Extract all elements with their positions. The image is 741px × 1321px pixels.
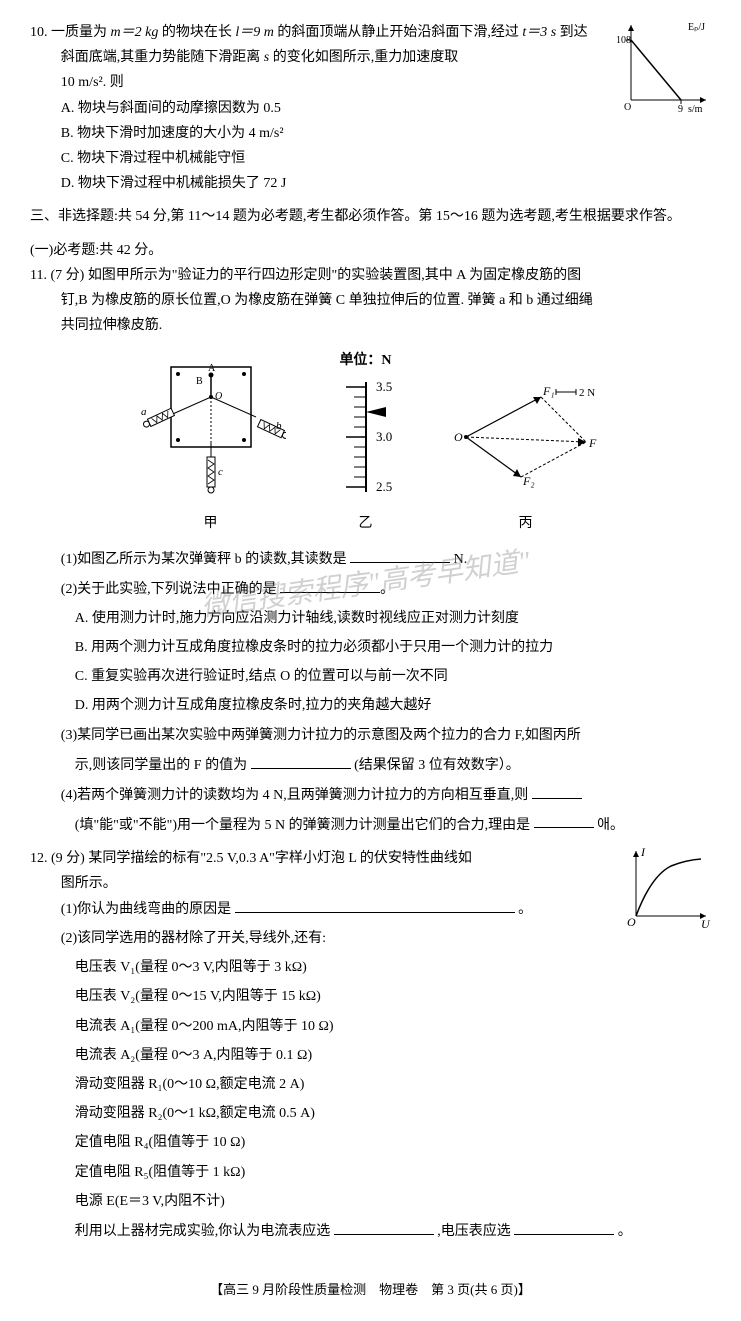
q10-t3: 的斜面顶端从静止开始沿斜面下滑,经过 <box>277 25 522 40</box>
fig-yi-label: 乙 <box>326 511 406 536</box>
svg-text:A: A <box>208 363 216 374</box>
q12-pts: (9 分) <box>51 851 85 866</box>
q11-sub2B: B. 用两个测力计互成角度拉橡皮条时的拉力必须都小于只用一个测力计的拉力 <box>30 635 711 660</box>
page-footer: 【高三 9 月阶段性质量检测 物理卷 第 3 页(共 6 页)】 <box>30 1278 711 1301</box>
fig-bing-svg: O F₁ F₂ F 2 N <box>446 377 606 497</box>
question-12: I U O 12. (9 分) 某同学描绘的标有"2.5 V,0.3 A"字样小… <box>30 846 711 1248</box>
q10-t4: 到达 <box>560 25 588 40</box>
q10-s: s <box>264 50 269 65</box>
item-a1: 电流表 A₁(量程 0～200 mA,内阻等于 10 Ω) <box>30 1014 711 1039</box>
q10-optC: C. 物块下滑过程中机械能守恒 <box>30 146 711 171</box>
q11-sub4: (4)若两个弹簧测力计的读数均为 4 N,且两弹簧测力计拉力的方向相互垂直,则 <box>30 782 711 808</box>
q10-number: 10. <box>30 25 48 40</box>
svg-text:F₂: F₂ <box>522 474 535 488</box>
ep-graph-svg: Eₚ/J 108 9 s/m O <box>616 20 711 115</box>
svg-text:I: I <box>640 846 646 859</box>
q12-last: 利用以上器材完成实验,你认为电流表应选 ,电压表应选 。 <box>30 1218 711 1244</box>
q11-number: 11. <box>30 268 47 283</box>
q10-m: m＝2 kg <box>111 25 159 40</box>
q10-l2b: 的变化如图所示,重力加速度取 <box>273 50 459 65</box>
blank-input[interactable] <box>350 546 450 563</box>
blank-input[interactable] <box>532 782 582 799</box>
iv-svg: I U O <box>621 846 711 931</box>
blank-input[interactable] <box>235 896 515 913</box>
y-max: 108 <box>616 35 631 46</box>
svg-text:2.5: 2.5 <box>376 479 392 494</box>
q12-t1: 某同学描绘的标有"2.5 V,0.3 A"字样小灯泡 L 的伏安特性曲线如 <box>88 851 472 866</box>
question-10: Eₚ/J 108 9 s/m O 10. 一质量为 m＝2 kg 的物块在长 l… <box>30 20 711 196</box>
fig-jia-label: 甲 <box>136 511 286 536</box>
item-e: 电源 E(E＝3 V,内阻不计) <box>30 1189 711 1214</box>
q10-t: t＝3 s <box>522 25 556 40</box>
svg-text:B: B <box>196 376 203 387</box>
fig-bing: O F₁ F₂ F 2 N 丙 <box>446 377 606 535</box>
q11-sub3: (3)某同学已画出某次实验中两弹簧测力计拉力的示意图及两个拉力的合力 F,如图丙… <box>30 723 711 748</box>
q11-sub2C: C. 重复实验再次进行验证时,结点 O 的位置可以与前一次不同 <box>30 664 711 689</box>
q11-sub2A: A. 使用测力计时,施力方向应沿测力计轴线,读数时视线应正对测力计刻度 <box>30 606 711 631</box>
q11-sub1: (1)如图乙所示为某次弹簧秤 b 的读数,其读数是 N. <box>30 546 711 572</box>
q12-l2: 图所示。 <box>30 871 711 896</box>
subsection-1: (一)必考题:共 42 分。 <box>30 238 711 263</box>
fig-jia-svg: A B O a <box>136 357 286 497</box>
item-r1: 滑动变阻器 R₁(0～10 Ω,额定电流 2 A) <box>30 1072 711 1097</box>
q10-l3: 10 m/s². 则 <box>30 70 711 95</box>
q10-optB: B. 物块下滑时加速度的大小为 4 m/s² <box>30 121 711 146</box>
svg-text:U: U <box>701 917 711 931</box>
q11-figures: A B O a <box>30 348 711 536</box>
svg-text:a: a <box>141 406 147 418</box>
svg-text:F: F <box>588 436 597 450</box>
q10-optD: D. 物块下滑过程中机械能损失了 72 J <box>30 171 711 196</box>
svg-text:3.5: 3.5 <box>376 379 392 394</box>
item-r4: 定值电阻 R₄(阻值等于 10 Ω) <box>30 1130 711 1155</box>
svg-text:2 N: 2 N <box>579 387 595 399</box>
q10-optA: A. 物块与斜面间的动摩擦因数为 0.5 <box>30 96 711 121</box>
q11-pts: (7 分) <box>50 268 84 283</box>
item-r5: 定值电阻 R₅(阻值等于 1 kΩ) <box>30 1160 711 1185</box>
q10-graph: Eₚ/J 108 9 s/m O <box>616 20 711 124</box>
item-a2: 电流表 A₂(量程 0～3 A,内阻等于 0.1 Ω) <box>30 1043 711 1068</box>
origin: O <box>624 102 631 113</box>
item-v2: 电压表 V₂(量程 0～15 V,内阻等于 15 kΩ) <box>30 984 711 1009</box>
fig-bing-label: 丙 <box>446 511 606 536</box>
svg-text:c: c <box>218 466 223 478</box>
item-r2: 滑动变阻器 R₂(0～1 kΩ,额定电流 0.5 A) <box>30 1101 711 1126</box>
item-v1: 电压表 V₁(量程 0～3 V,内阻等于 3 kΩ) <box>30 955 711 980</box>
q11-l2: 钉,B 为橡皮筋的原长位置,O 为橡皮筋在弹簧 C 单独拉伸后的位置. 弹簧 a… <box>30 288 711 313</box>
blank-input[interactable] <box>514 1218 614 1235</box>
x-axis-label: s/m <box>688 104 703 115</box>
q10-l2a: 斜面底端,其重力势能随下滑距离 <box>61 50 264 65</box>
q10-l: l＝9 m <box>235 25 274 40</box>
q12-sub2: (2)该同学选用的器材除了开关,导线外,还有: <box>30 926 711 951</box>
svg-text:3.0: 3.0 <box>376 429 392 444</box>
fig-jia: A B O a <box>136 357 286 535</box>
svg-text:F₁: F₁ <box>542 384 555 398</box>
x-max: 9 <box>678 104 683 115</box>
iv-curve-graph: I U O <box>621 846 711 940</box>
q10-t1: 一质量为 <box>51 25 107 40</box>
blank-input[interactable] <box>251 752 351 769</box>
q12-sub1: (1)你认为曲线弯曲的原因是 。 <box>30 896 711 922</box>
svg-text:O: O <box>627 915 636 929</box>
svg-text:b: b <box>276 420 282 432</box>
section-3-title: 三、非选择题:共 54 分,第 11～14 题为必考题,考生都必须作答。第 15… <box>30 204 711 229</box>
q11-l3: 共同拉伸橡皮筋. <box>30 313 711 338</box>
fig-yi-svg: 3.5 3.0 2.5 <box>326 377 406 497</box>
q12-number: 12. <box>30 851 48 866</box>
q11-sub2: (2)关于此实验,下列说法中正确的是 。 <box>30 576 711 602</box>
svg-text:O: O <box>454 430 463 444</box>
blank-input[interactable] <box>334 1218 434 1235</box>
q10-t2: 的物块在长 <box>162 25 236 40</box>
blank-input[interactable] <box>280 576 380 593</box>
q11-t1: 如图甲所示为"验证力的平行四边形定则"的实验装置图,其中 A 为固定橡皮筋的图 <box>88 268 581 283</box>
q11-sub2D: D. 用两个测力计互成角度拉橡皮条时,拉力的夹角越大越好 <box>30 693 711 718</box>
question-11: 11. (7 分) 如图甲所示为"验证力的平行四边形定则"的实验装置图,其中 A… <box>30 263 711 838</box>
unit-label: 单位：N <box>326 348 406 373</box>
blank-input[interactable] <box>534 812 594 829</box>
y-axis-label: Eₚ/J <box>688 22 705 33</box>
fig-yi: 单位：N 3.5 3.0 2.5 乙 <box>326 348 406 536</box>
